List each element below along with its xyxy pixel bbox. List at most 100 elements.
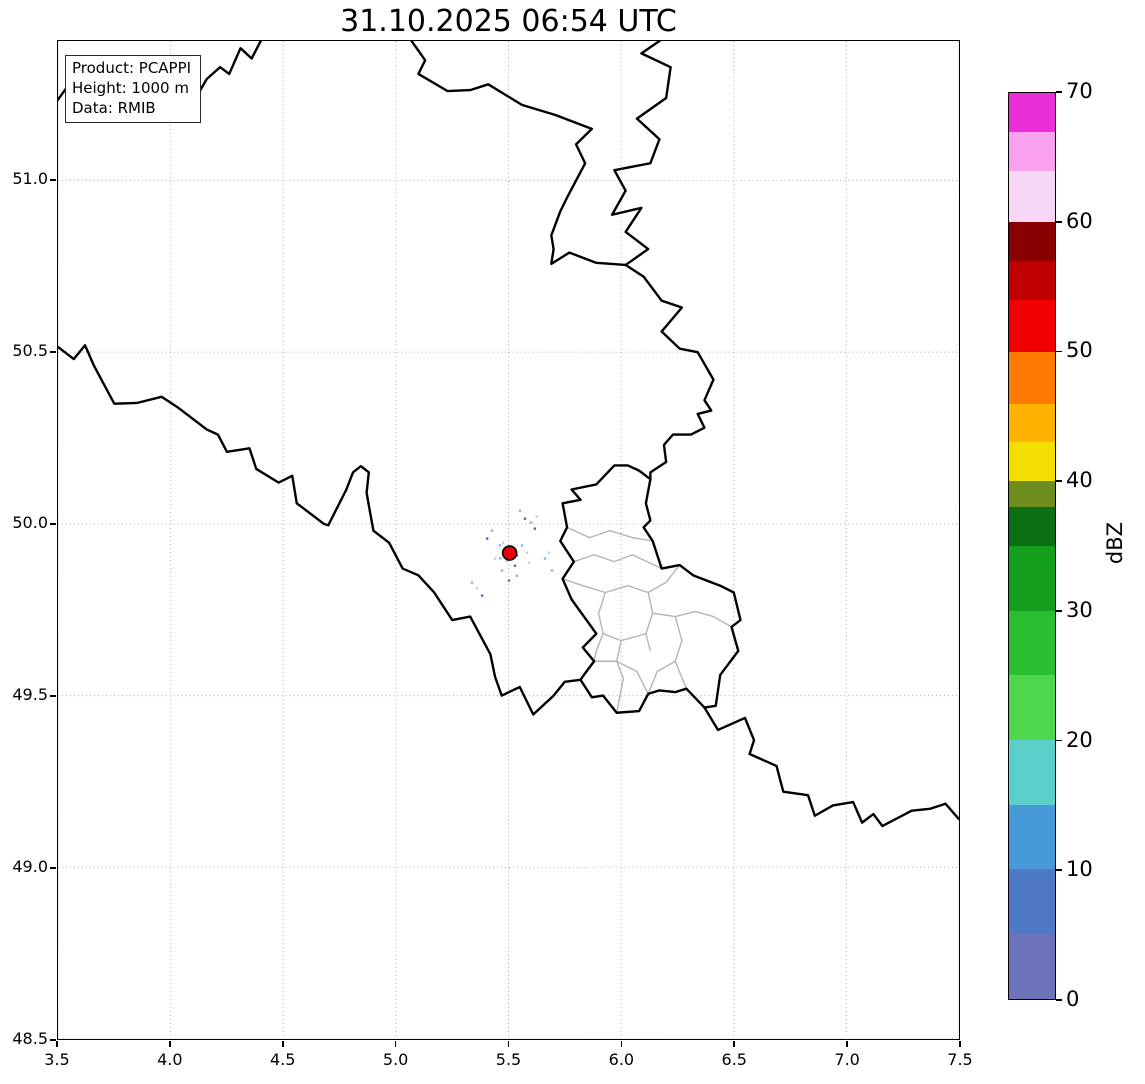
x-tick-label: 7.5 — [947, 1050, 973, 1069]
radar-station-dot — [501, 545, 518, 561]
colorbar-tick-mark — [1056, 999, 1062, 1001]
radar-echo-pixel — [527, 561, 531, 564]
y-tick-mark — [50, 178, 56, 181]
colorbar-band — [1009, 545, 1055, 611]
colorbar — [1008, 92, 1056, 1000]
colorbar-band — [1009, 442, 1055, 482]
radar-echo-pixel — [513, 564, 517, 567]
y-tick-label: 49.5 — [12, 684, 48, 704]
radar-echo-pixel — [500, 569, 504, 572]
y-tick-mark — [50, 867, 56, 869]
colorbar-tick-mark — [1056, 610, 1062, 612]
radar-echo-pixel — [518, 509, 522, 513]
radar-echo-pixel — [470, 581, 474, 584]
radar-echo-pixel — [550, 569, 554, 572]
radar-echo-pixel — [525, 551, 529, 554]
district-border-line — [645, 592, 654, 652]
y-tick-label: 48.5 — [12, 1029, 48, 1048]
district-border-line — [615, 640, 625, 713]
district-border-line — [652, 610, 732, 628]
radar-echo-pixel — [501, 541, 505, 544]
colorbar-band — [1009, 804, 1055, 870]
radar-echo-pixel — [493, 557, 497, 560]
colorbar-tick-mark — [1056, 91, 1062, 93]
y-tick-mark — [50, 350, 56, 353]
radar-echo-pixel — [485, 537, 489, 540]
y-tick-label: 51.0 — [12, 168, 48, 188]
country-border-line — [410, 41, 627, 267]
map-canvas — [58, 41, 959, 1039]
district-border-line — [647, 660, 676, 695]
country-border-line — [610, 41, 672, 267]
y-tick-mark — [50, 1039, 56, 1041]
country-border-line — [559, 464, 742, 714]
colorbar-band — [1009, 351, 1055, 404]
colorbar-tick-mark — [1056, 480, 1062, 482]
y-tick-mark — [50, 695, 56, 697]
colorbar-band — [1009, 740, 1055, 805]
x-tick-label: 5.5 — [495, 1050, 522, 1069]
radar-echo-pixel — [498, 557, 502, 560]
radar-echo-pixel — [529, 521, 533, 524]
x-tick-label: 5.0 — [382, 1050, 409, 1069]
x-tick-mark — [846, 1041, 848, 1047]
colorbar-tick-label: 50 — [1066, 338, 1093, 363]
district-border-line — [573, 554, 662, 570]
x-tick-mark — [620, 1041, 623, 1047]
district-border-line — [602, 633, 647, 642]
colorbar-band — [1009, 675, 1055, 741]
colorbar-tick-mark — [1056, 350, 1062, 353]
district-border-line — [616, 660, 649, 695]
radar-echo-pixel — [533, 527, 537, 530]
country-border-line — [703, 706, 959, 828]
radar-echo-pixel — [498, 544, 502, 547]
y-tick-label: 50.5 — [12, 340, 48, 360]
x-tick-mark — [281, 1041, 284, 1047]
colorbar-band — [1009, 610, 1055, 676]
radar-echo-pixel — [505, 559, 509, 562]
colorbar-band — [1009, 261, 1055, 301]
country-border-line — [58, 344, 582, 716]
colorbar-band — [1009, 934, 1055, 999]
x-tick-label: 4.5 — [270, 1050, 296, 1069]
data-source-label: Data: RMIB — [72, 98, 156, 117]
product-info-box: Product: PCAPPI Height: 1000 m Data: RMI… — [65, 55, 202, 124]
x-tick-mark — [394, 1041, 397, 1047]
colorbar-band — [1009, 403, 1055, 443]
radar-echo-pixel — [507, 579, 511, 582]
x-tick-mark — [56, 1041, 58, 1047]
x-tick-label: 7.0 — [834, 1050, 860, 1069]
colorbar-tick-label: 20 — [1066, 727, 1093, 752]
colorbar-band — [1009, 481, 1055, 508]
x-tick-mark — [733, 1041, 736, 1047]
x-tick-mark — [959, 1041, 961, 1047]
y-tick-label: 49.0 — [12, 856, 48, 876]
x-tick-mark — [507, 1041, 510, 1047]
colorbar-tick-label: 0 — [1066, 987, 1080, 1011]
colorbar-band — [1009, 131, 1055, 171]
colorbar-tick-label: 10 — [1066, 857, 1093, 882]
district-border-line — [593, 592, 607, 662]
colorbar-tick-label: 40 — [1066, 468, 1093, 493]
radar-echo-pixel — [535, 515, 539, 518]
colorbar-band — [1009, 170, 1055, 223]
radar-echo-pixel — [523, 517, 527, 520]
x-tick-label: 6.5 — [721, 1050, 747, 1069]
colorbar-band — [1009, 507, 1055, 546]
colorbar-tick-label: 30 — [1066, 597, 1093, 622]
district-border-line — [674, 616, 688, 689]
colorbar-band — [1009, 222, 1055, 262]
district-borders — [562, 526, 732, 713]
district-border-line — [566, 526, 653, 542]
figure-title: 31.10.2025 06:54 UTC — [340, 4, 677, 39]
radar-echo-pixel — [543, 557, 547, 560]
y-tick-mark — [50, 523, 56, 525]
height-label: Height: 1000 m — [72, 78, 189, 97]
x-tick-label: 4.0 — [157, 1050, 183, 1069]
colorbar-band — [1009, 93, 1055, 132]
y-tick-label: 50.0 — [12, 512, 48, 532]
product-label: Product: PCAPPI — [72, 59, 192, 77]
colorbar-band — [1009, 869, 1055, 935]
x-tick-label: 3.5 — [44, 1050, 70, 1069]
radar-echo-pixel — [475, 587, 479, 590]
